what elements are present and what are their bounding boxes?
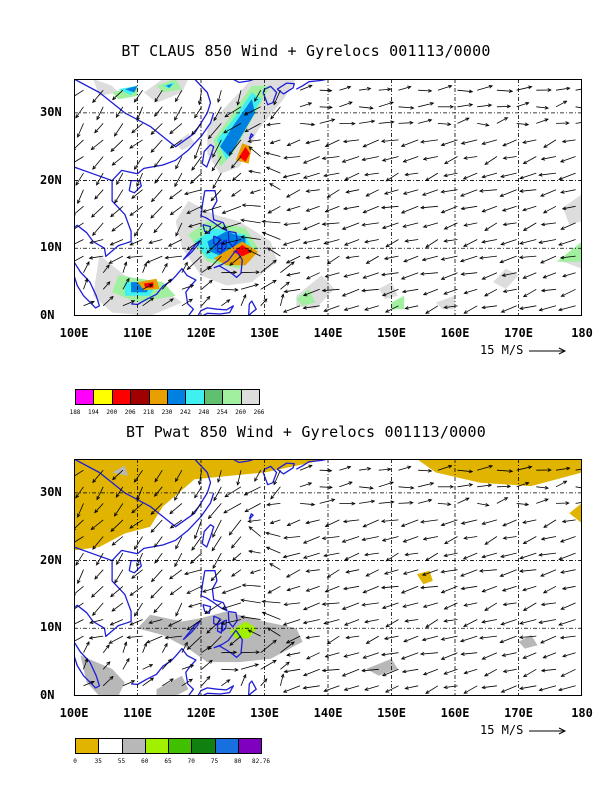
colorbar1-swatch bbox=[111, 389, 132, 405]
panel2-lon-label: 140E bbox=[313, 706, 343, 720]
panel2-wind-vectors bbox=[74, 464, 582, 694]
colorbar1-label: 230 bbox=[161, 409, 173, 416]
panel2-lat-label: 0N bbox=[40, 688, 55, 702]
panel2-lat-label: 30N bbox=[40, 484, 62, 499]
colorbar1-label: 254 bbox=[216, 409, 228, 416]
colorbar2-swatch bbox=[98, 738, 123, 754]
colorbar2-label: 75 bbox=[210, 758, 219, 765]
panel2-gridlines bbox=[74, 459, 582, 696]
colorbar1-swatch bbox=[240, 389, 260, 405]
panel2-lon-label: 160E bbox=[440, 706, 470, 720]
panel1-lat-label: 20N bbox=[40, 172, 62, 187]
panel1-lon-label: 110E bbox=[123, 326, 152, 340]
panel2-lon-label: 180 bbox=[571, 706, 593, 720]
colorbar1-swatch bbox=[148, 389, 168, 405]
panel1-lon-label: 140E bbox=[313, 326, 343, 340]
colorbar2-label: 60 bbox=[141, 758, 149, 765]
colorbar2-label: 0 bbox=[73, 758, 77, 765]
colorbar1-label: 266 bbox=[253, 409, 265, 416]
colorbar2-swatch bbox=[144, 738, 169, 754]
panel2-scale-label: 15 M/S bbox=[480, 723, 524, 737]
panel2-map bbox=[74, 459, 582, 696]
panel2-lon-label: 120E bbox=[186, 706, 216, 720]
colorbar2-label: 70 bbox=[187, 758, 195, 765]
panel1-lat-label: 0N bbox=[40, 308, 55, 322]
panel1-lon-label: 160E bbox=[440, 326, 470, 340]
colorbar1-label: 188 bbox=[69, 409, 81, 416]
panel1-lon-label: 130E bbox=[250, 326, 279, 340]
panel2-lon-label: 170E bbox=[504, 706, 533, 720]
panel1-cloud-shading bbox=[93, 79, 582, 316]
panel1-coastlines bbox=[74, 79, 329, 316]
colorbar1-swatch bbox=[75, 389, 95, 405]
colorbar2-swatch bbox=[214, 738, 239, 754]
colorbar2-label: 82.76 bbox=[251, 758, 271, 765]
colorbar1-label: 260 bbox=[235, 409, 247, 416]
colorbar1-swatch bbox=[130, 389, 150, 405]
panel1-lon-label: 120E bbox=[186, 326, 216, 340]
colorbar2-label: 65 bbox=[164, 758, 172, 765]
colorbar1-label: 242 bbox=[179, 409, 191, 416]
panel2-lon-label: 130E bbox=[250, 706, 279, 720]
panel1-lon-label: 100E bbox=[59, 326, 89, 340]
panel1-colorbar: 188 194 200 206 218 230 242 248 254 260 266 bbox=[70, 389, 264, 419]
colorbar2-swatch bbox=[168, 738, 193, 754]
panel1-scale-label: 15 M/S bbox=[480, 343, 524, 357]
panel1-lon-label: 170E bbox=[504, 326, 533, 340]
panel2-title: BT Pwat 850 Wind + Gyrelocs 001113/0000 bbox=[126, 423, 486, 441]
colorbar2-swatch bbox=[121, 738, 146, 754]
colorbar2-label: 35 bbox=[94, 758, 102, 765]
panel1-lat-label: 10N bbox=[40, 240, 62, 255]
colorbar1-swatch bbox=[93, 389, 113, 405]
colorbar2-label: 80 bbox=[234, 758, 242, 765]
panel2-lon-label: 110E bbox=[123, 706, 152, 720]
panel1-map bbox=[74, 79, 582, 316]
panel2-scale-arrow bbox=[529, 727, 567, 735]
colorbar2-swatch bbox=[237, 738, 262, 754]
panel1-lon-label: 180 bbox=[571, 326, 593, 340]
panel1-scale-arrow bbox=[529, 347, 567, 355]
panel1-lon-label: 150E bbox=[377, 326, 406, 340]
colorbar2-label: 55 bbox=[117, 758, 126, 765]
panel1-title: BT CLAUS 850 Wind + Gyrelocs 001113/0000 bbox=[121, 42, 491, 60]
panel2-lat-label: 10N bbox=[40, 620, 62, 635]
panel1-lat-label: 30N bbox=[40, 104, 62, 119]
colorbar1-label: 218 bbox=[143, 409, 155, 416]
panel2-lon-label: 150E bbox=[377, 706, 406, 720]
colorbar1-label: 248 bbox=[198, 409, 210, 416]
colorbar1-swatch bbox=[185, 389, 205, 405]
colorbar1-swatch bbox=[203, 389, 224, 405]
panel2-lon-label: 100E bbox=[59, 706, 89, 720]
colorbar2-swatch bbox=[75, 738, 100, 754]
colorbar1-swatch bbox=[222, 389, 242, 405]
colorbar1-label: 206 bbox=[124, 409, 136, 416]
colorbar1-label: 194 bbox=[87, 409, 99, 416]
panel1-wind-vectors bbox=[74, 84, 582, 314]
colorbar1-swatch bbox=[167, 389, 187, 405]
panel2-coastlines bbox=[74, 459, 329, 696]
colorbar1-label: 200 bbox=[106, 409, 118, 416]
panel2-colorbar: 0 35 55 60 65 70 75 80 82.76 bbox=[73, 738, 271, 768]
panel2-lat-label: 20N bbox=[40, 552, 62, 567]
colorbar2-swatch bbox=[191, 738, 216, 754]
